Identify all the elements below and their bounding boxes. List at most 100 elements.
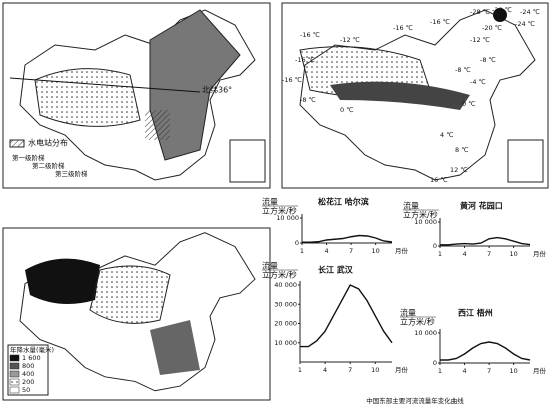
x-tick-label: 7 <box>487 250 491 258</box>
x-tick-label: 10 <box>509 250 517 258</box>
x-tick-label: 7 <box>349 247 353 255</box>
latitude-label: 北纬36° <box>202 85 232 95</box>
arid-region <box>25 258 100 304</box>
inset-frame <box>229 139 266 183</box>
temperature-label: 0 ℃ <box>340 106 354 114</box>
terrain-map: 北纬36° 水电站分布 第一级阶梯 第二级阶梯 第三级阶梯 <box>2 2 271 189</box>
x-axis-label: 月份 <box>533 366 547 375</box>
y-axis-label: 流量 <box>262 197 278 207</box>
chart-title: 西江 梧州 <box>458 308 493 318</box>
temperature-label: 12 ℃ <box>450 166 468 174</box>
temperature-label: -16 ℃ <box>300 31 320 39</box>
humid-region <box>150 320 200 375</box>
chart-title: 长江 武汉 <box>318 265 354 275</box>
legend-label: 50 <box>22 386 30 394</box>
y-axis-label: 流量 <box>403 201 419 211</box>
legend-label: 400 <box>22 370 34 378</box>
legend-swatch <box>9 386 20 394</box>
zero-isotherm-band <box>330 81 470 110</box>
y-axis-unit: 立方米/秒 <box>403 210 438 220</box>
flow-line <box>300 284 393 348</box>
y-axis-unit: 立方米/秒 <box>262 206 297 216</box>
legend-label: 800 <box>22 362 34 370</box>
y-axis-label: 流量 <box>262 261 278 271</box>
y-tick-label: 10 000 <box>414 329 437 337</box>
latitude-line <box>9 77 201 93</box>
caption: 中国东部主要河流流量年变化曲线 <box>366 396 464 405</box>
x-tick-label: 10 <box>509 367 517 375</box>
x-tick-label: 1 <box>300 247 304 255</box>
y-tick-label: 0 <box>433 242 437 250</box>
x-tick-label: 4 <box>462 250 466 258</box>
y-tick-label: 30 000 <box>274 300 297 308</box>
plateau-region <box>34 68 141 127</box>
temperature-label: -16 ℃ <box>282 76 302 84</box>
temperature-label: -8 ℃ <box>480 56 496 64</box>
flow-line <box>440 236 531 246</box>
y-tick-label: 40 000 <box>274 281 297 289</box>
x-tick-label: 1 <box>438 250 442 258</box>
x-tick-label: 10 <box>371 247 379 255</box>
x-axis-label: 月份 <box>395 246 409 255</box>
temperature-label: -28 ℃ <box>492 6 512 14</box>
temperature-label: -12 ℃ <box>470 36 490 44</box>
x-tick-label: 4 <box>324 247 328 255</box>
y-tick-label: 10 000 <box>274 339 297 347</box>
temperature-label: 16 ℃ <box>430 176 448 184</box>
x-tick-label: 10 <box>371 366 379 374</box>
legend-title: 年降水量(毫米) <box>10 345 54 354</box>
temperature-label: -16 ℃ <box>430 18 450 26</box>
legend-swatch <box>9 139 25 148</box>
legend-label: 1 600 <box>22 354 41 362</box>
legend-swatch <box>9 378 20 386</box>
temperature-label: -4 ℃ <box>470 78 486 86</box>
legend-label: 水电站分布 <box>28 138 68 148</box>
map-frame <box>2 227 271 401</box>
hydro-area <box>145 110 170 140</box>
flow-line <box>440 341 531 361</box>
temperature-label: 4 ℃ <box>440 131 454 139</box>
map-frame <box>281 2 549 189</box>
temperature-label: -20 ℃ <box>482 24 502 32</box>
x-tick-label: 1 <box>298 366 302 374</box>
temperature-label: -28 ℃ <box>470 8 490 16</box>
temperature-label: -24 ℃ <box>520 8 540 16</box>
x-tick-label: 7 <box>487 367 491 375</box>
temperature-label: -16 ℃ <box>295 56 315 64</box>
temperature-label: -24 ℃ <box>515 20 535 28</box>
legend-label: 第二级阶梯 <box>32 161 65 170</box>
temperature-label: -12 ℃ <box>340 36 360 44</box>
temperature-label: -8 ℃ <box>455 66 471 74</box>
y-axis-label: 流量 <box>400 308 416 318</box>
semi-arid-region <box>89 265 171 324</box>
x-tick-label: 1 <box>438 367 442 375</box>
x-tick-label: 7 <box>348 366 352 374</box>
y-axis-unit: 立方米/秒 <box>262 270 297 280</box>
temperature-map: -28 ℃ -24 ℃-28 ℃-24 ℃-20 ℃-16 ℃-16 ℃-16 ℃… <box>281 2 549 189</box>
legend-box <box>7 344 49 396</box>
temperature-label: -16 ℃ <box>393 24 413 32</box>
inset-frame <box>507 139 544 183</box>
temperature-label: 8 ℃ <box>455 146 469 154</box>
x-axis-label: 月份 <box>395 365 409 374</box>
temperature-label: -8 ℃ <box>300 96 316 104</box>
legend-swatch <box>9 370 20 378</box>
legend-label: 第三级阶梯 <box>55 169 88 178</box>
y-axis-unit: 立方米/秒 <box>400 317 435 327</box>
temperature-label: 0 ℃ <box>462 100 476 108</box>
x-axis-label: 月份 <box>533 249 547 258</box>
map-frame <box>2 2 271 189</box>
legend-label: 第一级阶梯 <box>12 153 45 162</box>
legend-swatch <box>9 354 20 362</box>
flow-line <box>302 234 393 243</box>
y-tick-label: 20 000 <box>274 320 297 328</box>
cold-center <box>493 8 507 22</box>
legend-swatch <box>9 362 20 370</box>
x-tick-label: 4 <box>462 367 466 375</box>
